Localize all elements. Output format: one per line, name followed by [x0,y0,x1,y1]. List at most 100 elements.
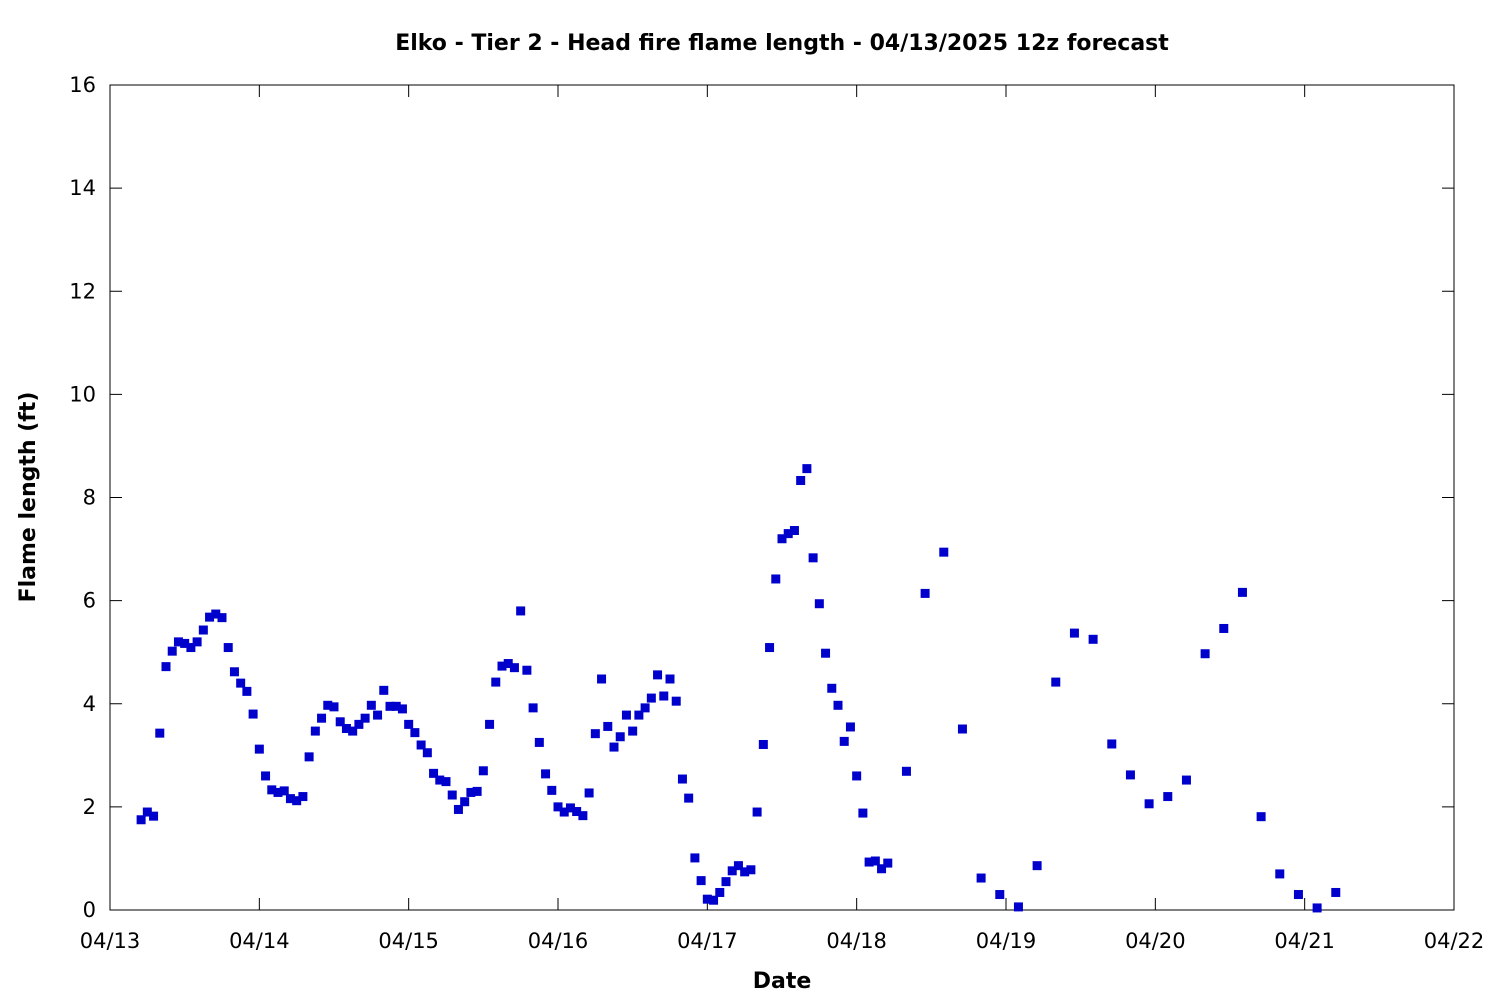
y-tick-label: 2 [83,795,96,819]
data-point [684,793,694,803]
y-tick-label: 4 [83,692,96,716]
x-tick-label: 04/13 [80,929,141,953]
data-point [410,728,420,738]
data-point [285,794,295,804]
data-point [628,726,638,736]
data-point [796,475,806,485]
data-point [522,665,532,675]
data-point [665,674,675,684]
data-point [1163,792,1173,802]
data-point [653,670,663,680]
data-point [354,719,364,729]
data-point [833,700,843,710]
data-point [385,701,395,711]
data-point [677,774,687,784]
data-point [528,703,538,713]
data-point [995,890,1005,900]
data-point [441,777,451,787]
data-point [777,534,787,544]
data-point [341,724,351,733]
data-point [1181,775,1191,785]
data-point [771,574,781,584]
data-point [491,677,501,687]
data-point [702,894,712,904]
data-point [621,710,631,720]
data-point [422,748,432,758]
data-point [802,464,812,474]
data-point [1275,869,1285,879]
data-point [373,710,383,720]
data-point [565,803,575,813]
data-point [167,646,177,656]
y-tick-label: 12 [69,279,96,303]
data-point [827,683,837,693]
data-point [248,709,258,719]
data-point [509,663,519,673]
data-point [845,722,855,732]
data-point [541,769,551,779]
data-point [547,785,557,795]
x-tick-label: 04/18 [826,929,887,953]
data-point [690,853,700,863]
data-point [173,637,183,647]
data-point [1107,739,1117,749]
data-point [1144,799,1154,809]
data-point [205,612,215,622]
data-point [939,547,949,557]
x-axis: 04/13 04/14 04/15 04/16 04/17 04/18 04/19 04/20… [80,85,1484,953]
data-point [136,815,146,825]
data-point [298,792,308,802]
data-point [254,744,264,754]
data-point [229,667,239,677]
x-tick-label: 04/17 [677,929,738,953]
data-point [217,613,227,623]
y-tick-label: 8 [83,486,96,510]
x-tick-label: 04/20 [1125,929,1186,953]
data-point [497,661,507,671]
y-tick-label: 14 [69,176,96,200]
data-point [590,729,600,739]
x-tick-label: 04/21 [1274,929,1335,953]
data-point [870,856,880,866]
data-point [696,876,706,886]
data-point [1051,677,1061,687]
data-point [553,802,563,812]
data-point [821,648,831,658]
data-point [192,637,202,647]
data-point [839,736,849,746]
data-point [1293,890,1303,900]
data-point [883,858,893,868]
data-points [136,464,1341,913]
x-tick-label: 04/16 [528,929,589,953]
x-tick-label: 04/14 [229,929,290,953]
data-point [715,887,725,897]
data-point [646,693,656,703]
data-point [304,752,314,762]
data-point [391,701,401,711]
data-point [186,643,196,653]
y-tick-label: 10 [69,382,96,406]
data-point [261,771,271,781]
data-point [752,807,762,817]
data-point [1200,649,1210,659]
data-point [267,785,277,795]
data-point [161,662,171,672]
data-point [901,766,911,776]
data-point [279,786,289,796]
data-point [572,807,582,817]
data-point [597,674,607,684]
data-point [733,861,743,871]
data-point [323,700,333,710]
data-point [852,771,862,781]
data-point [366,700,376,710]
y-tick-label: 0 [83,898,96,922]
data-point [180,638,190,648]
data-point [814,599,824,609]
data-point [155,728,165,738]
data-point [808,553,818,563]
y-tick-label: 16 [69,73,96,97]
y-tick-label: 6 [83,589,96,613]
data-point [242,686,252,696]
